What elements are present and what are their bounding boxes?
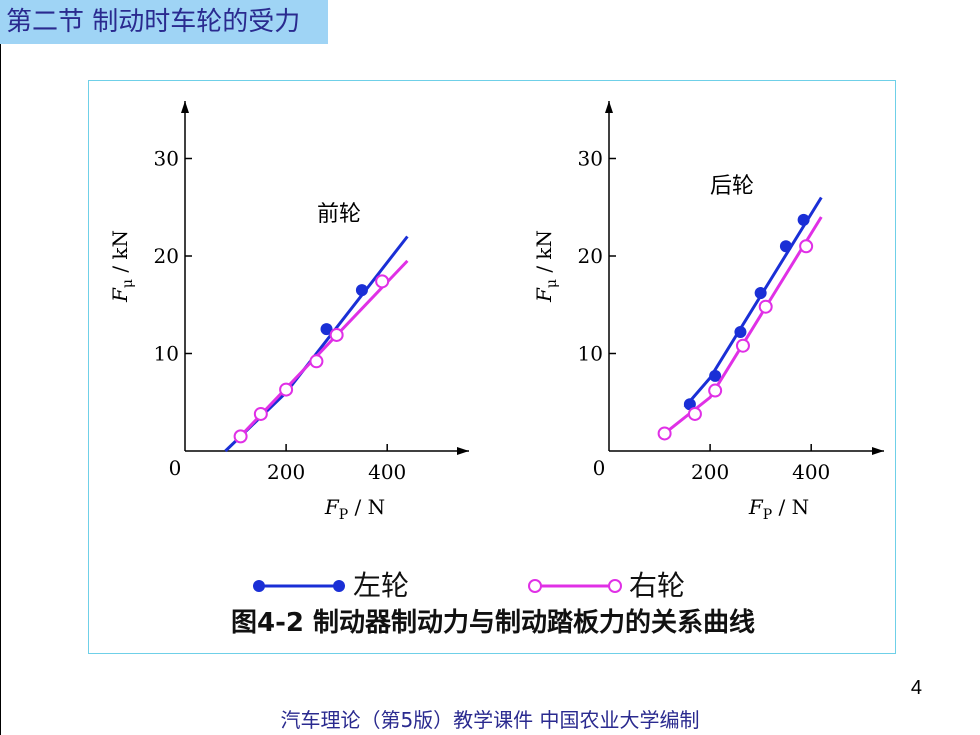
left-border-line [0, 44, 1, 735]
rear-panel-title: 后轮 [710, 174, 754, 199]
rear-left-wheel-point [734, 326, 747, 339]
brake-force-chart: 10 20 30 0 200 400 FP / N Fμ / kN 前轮 10 20 30 0 200 40… [108, 101, 884, 523]
rear-x-axis-arrow [872, 447, 884, 455]
rear-right-wheel-line [663, 216, 823, 435]
rear-left-wheel-point [754, 287, 767, 300]
rear-right-wheel-point [708, 383, 723, 398]
rear-y-tick-label: 10 [578, 342, 603, 366]
front-x-axis-arrow [457, 447, 469, 455]
front-y-axis-arrow [181, 101, 189, 113]
front-left-wheel-point [320, 323, 333, 336]
front-right-wheel-point [375, 274, 390, 289]
front-x-tick-label: 400 [368, 460, 406, 484]
front-x-axis-label: FP / N [324, 495, 385, 523]
footer-credit: 汽车理论（第5版）教学课件 中国农业大学编制 [280, 708, 700, 732]
front-left-wheel-point [355, 284, 368, 297]
rear-right-wheel-point [657, 426, 672, 441]
front-right-wheel-point [279, 382, 294, 397]
legend-marker-hollow [528, 579, 622, 593]
legend-marker-filled [253, 580, 345, 592]
rear-left-wheel-point [709, 369, 722, 382]
rear-y-axis-label: Fμ / kN [532, 230, 560, 303]
page-number: 4 [910, 677, 922, 699]
front-right-wheel-point [329, 327, 344, 342]
front-x-tick-label: 0 [169, 456, 182, 480]
rear-x-axis-label: FP / N [748, 495, 809, 523]
front-left-wheel-line [224, 235, 409, 453]
rear-left-wheel-point [797, 213, 810, 226]
rear-right-wheel-point [799, 239, 814, 254]
front-y-axis-label: Fμ / kN [108, 230, 136, 303]
figure-panel: 10 20 30 0 200 400 FP / N Fμ / kN 前轮 10 20 30 0 200 40… [88, 80, 896, 654]
rear-right-wheel-point [687, 406, 702, 421]
rear-left-wheel-point [779, 240, 792, 253]
front-y-tick-label: 30 [154, 147, 179, 171]
legend-item-left-wheel: 左轮 [249, 566, 489, 606]
rear-y-tick-label: 20 [578, 244, 603, 268]
rear-left-wheel-line [683, 196, 823, 409]
legend-label-right-wheel: 右轮 [629, 569, 686, 602]
rear-right-wheel-point [758, 299, 773, 314]
rear-x-tick-label: 400 [792, 460, 830, 484]
section-title: 第二节 制动时车轮的受力 [0, 0, 328, 44]
front-y-tick-label: 10 [154, 342, 179, 366]
front-y-tick-label: 20 [154, 244, 179, 268]
legend-label-left-wheel: 左轮 [353, 569, 410, 602]
front-right-wheel-point [233, 429, 248, 444]
rear-right-wheel-point [735, 338, 750, 353]
legend-item-right-wheel: 右轮 [525, 566, 765, 606]
rear-x-tick-label: 0 [593, 456, 606, 480]
rear-left-wheel-point [683, 398, 696, 411]
front-right-wheel-point [309, 354, 324, 369]
front-right-wheel-point [253, 406, 268, 421]
front-x-tick-label: 200 [267, 460, 305, 484]
rear-x-tick-label: 200 [691, 460, 729, 484]
legend: 左轮 右轮 [249, 566, 849, 606]
rear-y-tick-label: 30 [578, 147, 603, 171]
figure-caption: 图4-2 制动器制动力与制动踏板力的关系曲线 [230, 608, 756, 638]
front-panel-title: 前轮 [317, 202, 361, 227]
rear-y-axis-arrow [605, 101, 613, 113]
